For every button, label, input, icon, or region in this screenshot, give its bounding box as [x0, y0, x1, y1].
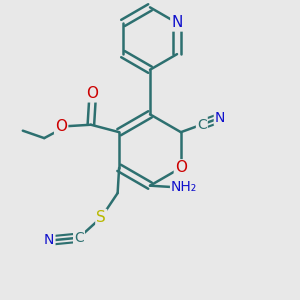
Text: C: C [74, 231, 84, 245]
Text: O: O [55, 119, 67, 134]
Text: O: O [175, 160, 187, 175]
Text: S: S [96, 210, 106, 225]
Text: N: N [215, 111, 225, 125]
Text: NH₂: NH₂ [171, 180, 197, 194]
Text: O: O [86, 86, 98, 101]
Text: N: N [44, 233, 55, 247]
Text: N: N [171, 15, 183, 30]
Text: C: C [197, 118, 207, 131]
